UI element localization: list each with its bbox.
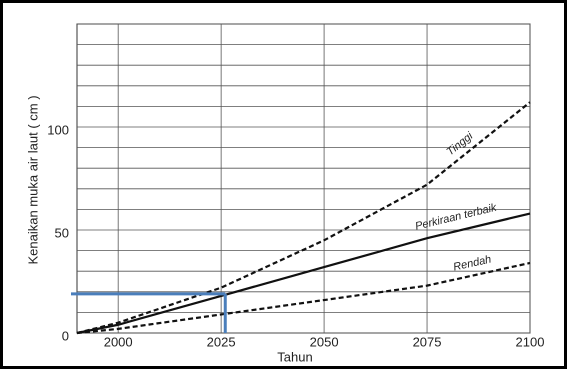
y-axis-label: Kenaikan muka air laut ( cm )	[25, 95, 40, 264]
x-tick-label: 2025	[207, 334, 236, 349]
y-tick-label: 0	[62, 328, 69, 343]
x-tick-label: 2075	[413, 334, 442, 349]
y-tick-label: 100	[47, 122, 69, 137]
x-tick-label: 2050	[310, 334, 339, 349]
x-tick-label: 2100	[516, 334, 545, 349]
series-line	[76, 212, 531, 335]
y-tick-label: 50	[55, 225, 69, 240]
series-line	[76, 101, 531, 335]
x-axis-label: Tahun	[277, 349, 312, 364]
x-tick-label: 2000	[104, 334, 133, 349]
series-line	[76, 261, 531, 335]
